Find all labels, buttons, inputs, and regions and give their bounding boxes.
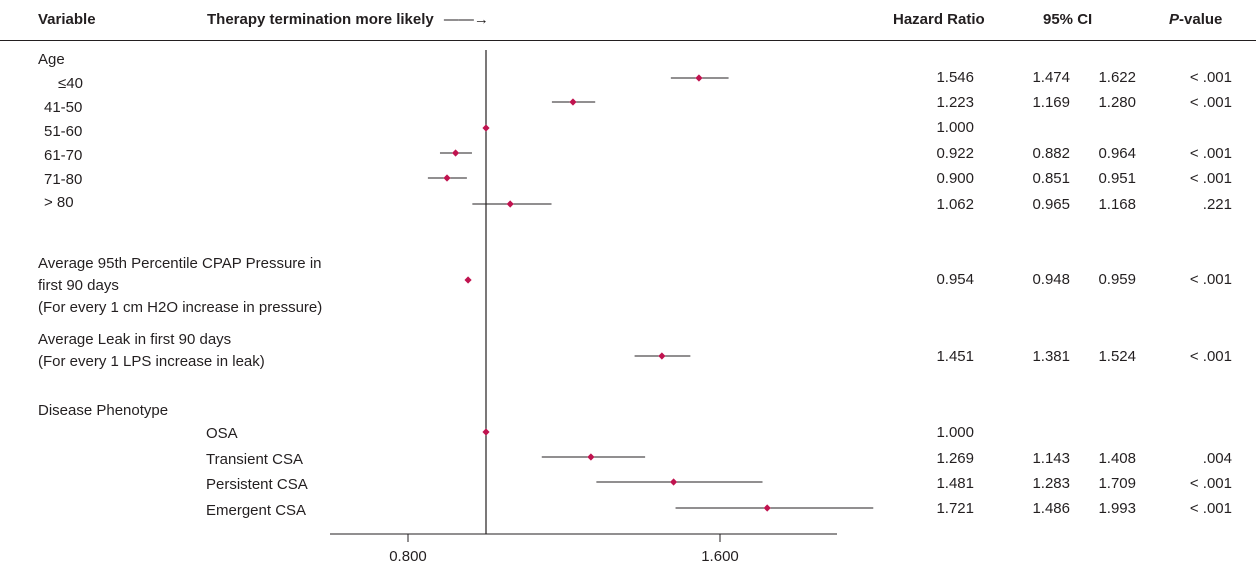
row-label: Persistent CSA <box>206 476 308 493</box>
variable-header: Variable <box>38 11 96 28</box>
point-estimate <box>763 504 771 512</box>
ci-upper: 1.524 <box>1098 348 1136 365</box>
p-value: < .001 <box>1189 69 1232 86</box>
p-italic: P <box>1169 11 1180 28</box>
ci-lower: 0.851 <box>1032 170 1070 187</box>
point-estimate <box>482 428 490 436</box>
ci-lower: 1.381 <box>1032 348 1070 365</box>
ci-lower: 1.143 <box>1032 450 1070 467</box>
hr-value: 1.721 <box>936 500 974 517</box>
cpap-line3: (For every 1 cm H2O increase in pressure… <box>38 299 323 316</box>
point-estimate <box>569 98 577 106</box>
ci-upper: 1.280 <box>1098 94 1136 111</box>
point-estimate <box>587 453 595 461</box>
ci-upper: 0.951 <box>1098 170 1136 187</box>
ci-lower: 1.474 <box>1032 69 1070 86</box>
x-tick-label: 1.600 <box>701 548 739 565</box>
p-value: < .001 <box>1189 145 1232 162</box>
row-label: 51-60 <box>44 123 83 140</box>
x-tick-label: 0.800 <box>389 548 427 565</box>
p-value: .221 <box>1202 196 1232 213</box>
hr-value: 1.451 <box>936 348 974 365</box>
point-estimate <box>658 352 666 360</box>
hr-value: 1.223 <box>936 94 974 111</box>
point-estimate <box>695 74 703 82</box>
row-label: 41-50 <box>44 99 83 116</box>
ci-lower: 0.948 <box>1032 271 1070 288</box>
ci-lower: 1.486 <box>1032 500 1070 517</box>
row-label: Transient CSA <box>206 451 303 468</box>
row-label: Emergent CSA <box>206 502 307 519</box>
ci-lower: 0.882 <box>1032 145 1070 162</box>
hr-value: 1.269 <box>936 450 974 467</box>
hr-value: 1.481 <box>936 475 974 492</box>
group-age: Age <box>38 51 65 68</box>
hr-value: 0.900 <box>936 170 974 187</box>
ci-lower: 1.169 <box>1032 94 1070 111</box>
hr-value: 0.954 <box>936 271 974 288</box>
group-phenotype: Disease Phenotype <box>38 402 169 419</box>
ci-upper: 1.408 <box>1098 450 1136 467</box>
direction-text: Therapy termination more likely <box>207 11 434 28</box>
ci-lower: 1.283 <box>1032 475 1070 492</box>
cpap-line1: Average 95th Percentile CPAP Pressure in <box>38 255 322 272</box>
ci-upper: 1.168 <box>1098 196 1136 213</box>
point-estimate <box>443 174 451 182</box>
header-rule <box>0 40 1256 41</box>
leak-line1: Average Leak in first 90 days <box>38 331 232 348</box>
row-label: OSA <box>206 425 238 442</box>
p-value: < .001 <box>1189 94 1232 111</box>
p-value-header: P-value <box>1169 11 1222 28</box>
p-rest: -value <box>1179 11 1223 28</box>
hr-value: 1.000 <box>936 119 974 136</box>
ci-header: 95% CI <box>1043 11 1093 28</box>
p-value: < .001 <box>1189 348 1232 365</box>
row-label: > 80 <box>44 194 74 211</box>
hr-value: 1.546 <box>936 69 974 86</box>
hr-value: 1.000 <box>936 424 974 441</box>
hazard-ratio-header: Hazard Ratio <box>893 11 985 28</box>
row-label: ≤40 <box>58 75 83 92</box>
ci-upper: 0.964 <box>1098 145 1136 162</box>
direction-arrow: ——→ <box>443 11 489 28</box>
p-value: .004 <box>1202 450 1232 467</box>
point-estimate <box>464 276 472 284</box>
cpap-line2: first 90 days <box>38 277 119 294</box>
point-estimate <box>482 124 490 132</box>
point-estimate <box>669 478 678 486</box>
row-label: 71-80 <box>44 171 83 188</box>
row-label: 61-70 <box>44 147 83 164</box>
direction-header: Therapy termination more likely ——→ <box>207 11 489 28</box>
p-value: < .001 <box>1189 271 1232 288</box>
point-estimate <box>451 149 460 157</box>
p-value: < .001 <box>1189 500 1232 517</box>
p-value: < .001 <box>1189 170 1232 187</box>
ci-upper: 1.709 <box>1098 475 1136 492</box>
hr-value: 0.922 <box>936 145 974 162</box>
hr-value: 1.062 <box>936 196 974 213</box>
leak-line2: (For every 1 LPS increase in leak) <box>38 353 265 370</box>
ci-lower: 0.965 <box>1032 196 1070 213</box>
p-value: < .001 <box>1189 475 1232 492</box>
ci-upper: 1.993 <box>1098 500 1136 517</box>
ci-upper: 1.622 <box>1098 69 1136 86</box>
ci-upper: 0.959 <box>1098 271 1136 288</box>
point-estimate <box>506 200 514 208</box>
